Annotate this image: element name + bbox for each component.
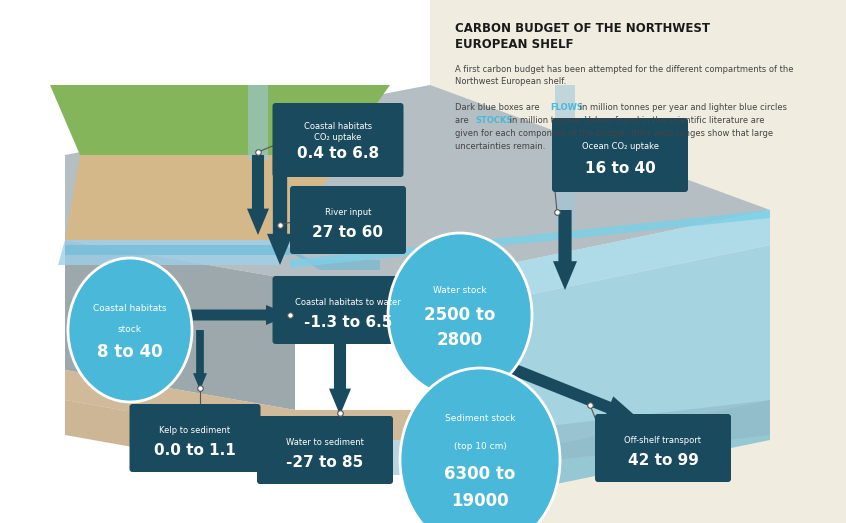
FancyBboxPatch shape	[257, 416, 393, 484]
Polygon shape	[248, 85, 268, 160]
Text: Ocean CO₂ uptake: Ocean CO₂ uptake	[581, 142, 658, 151]
FancyBboxPatch shape	[430, 0, 846, 523]
FancyBboxPatch shape	[552, 118, 688, 192]
Polygon shape	[290, 400, 770, 475]
Text: 42 to 99: 42 to 99	[628, 453, 699, 468]
Polygon shape	[267, 155, 293, 265]
Polygon shape	[65, 400, 290, 475]
Text: 2500 to: 2500 to	[425, 306, 496, 324]
Text: 27 to 60: 27 to 60	[312, 225, 383, 240]
FancyBboxPatch shape	[272, 276, 424, 344]
Polygon shape	[247, 155, 269, 235]
Text: 8 to 40: 8 to 40	[97, 343, 162, 360]
Text: (top 10 cm): (top 10 cm)	[453, 442, 507, 451]
Text: 0.4 to 6.8: 0.4 to 6.8	[297, 146, 379, 161]
Ellipse shape	[68, 258, 192, 402]
Text: 6300 to: 6300 to	[444, 465, 516, 483]
Text: are: are	[455, 116, 471, 125]
Text: 19000: 19000	[451, 492, 508, 510]
Text: stock: stock	[118, 325, 142, 335]
Polygon shape	[155, 305, 290, 325]
Text: FLOWS: FLOWS	[550, 103, 583, 112]
Polygon shape	[65, 85, 770, 280]
Text: given for each component of the budget; their wide ranges show that large: given for each component of the budget; …	[455, 129, 773, 138]
Polygon shape	[193, 330, 207, 390]
Text: -1.3 to 6.5: -1.3 to 6.5	[304, 315, 393, 330]
FancyBboxPatch shape	[129, 404, 261, 472]
Polygon shape	[488, 355, 640, 420]
Text: Sediment stock: Sediment stock	[445, 414, 515, 423]
Polygon shape	[329, 340, 351, 415]
Ellipse shape	[400, 368, 560, 523]
Text: uncertainties remain.: uncertainties remain.	[455, 142, 546, 151]
Polygon shape	[65, 370, 430, 440]
Text: A first carbon budget has been attempted for the different compartments of the
N: A first carbon budget has been attempted…	[455, 65, 794, 86]
Text: STOCKS: STOCKS	[475, 116, 513, 125]
Text: Water stock: Water stock	[433, 286, 486, 295]
Polygon shape	[555, 85, 575, 225]
Text: Kelp to sediment: Kelp to sediment	[159, 426, 231, 435]
Text: Off-shelf transport: Off-shelf transport	[624, 436, 701, 445]
Polygon shape	[290, 210, 770, 268]
Polygon shape	[553, 210, 577, 290]
Text: Coastal habitats to water: Coastal habitats to water	[295, 298, 401, 307]
FancyBboxPatch shape	[595, 414, 731, 482]
Text: CARBON BUDGET OF THE NORTHWEST: CARBON BUDGET OF THE NORTHWEST	[455, 22, 710, 35]
Polygon shape	[65, 240, 295, 410]
Text: in million tonnes per year and lighter blue circles: in million tonnes per year and lighter b…	[577, 103, 787, 112]
Text: River input: River input	[325, 208, 371, 217]
Polygon shape	[65, 155, 340, 240]
FancyBboxPatch shape	[272, 103, 404, 177]
Text: Water to sediment: Water to sediment	[286, 438, 364, 447]
FancyBboxPatch shape	[290, 186, 406, 254]
Text: Dark blue boxes are: Dark blue boxes are	[455, 103, 542, 112]
Text: in million tonnes. Values found in the scientific literature are: in million tonnes. Values found in the s…	[507, 116, 765, 125]
Text: Coastal habitats
CO₂ uptake: Coastal habitats CO₂ uptake	[304, 122, 372, 142]
Text: -27 to 85: -27 to 85	[287, 455, 364, 470]
Text: 2800: 2800	[437, 331, 483, 349]
Polygon shape	[430, 400, 770, 510]
Text: 0.0 to 1.1: 0.0 to 1.1	[154, 443, 236, 458]
Ellipse shape	[388, 233, 532, 397]
Text: Coastal habitats: Coastal habitats	[93, 304, 167, 313]
Polygon shape	[50, 85, 390, 155]
Text: 16 to 40: 16 to 40	[585, 161, 656, 176]
Polygon shape	[430, 245, 770, 470]
Polygon shape	[430, 210, 770, 315]
Text: EUROPEAN SHELF: EUROPEAN SHELF	[455, 38, 574, 51]
Polygon shape	[58, 240, 295, 265]
Polygon shape	[65, 245, 380, 270]
